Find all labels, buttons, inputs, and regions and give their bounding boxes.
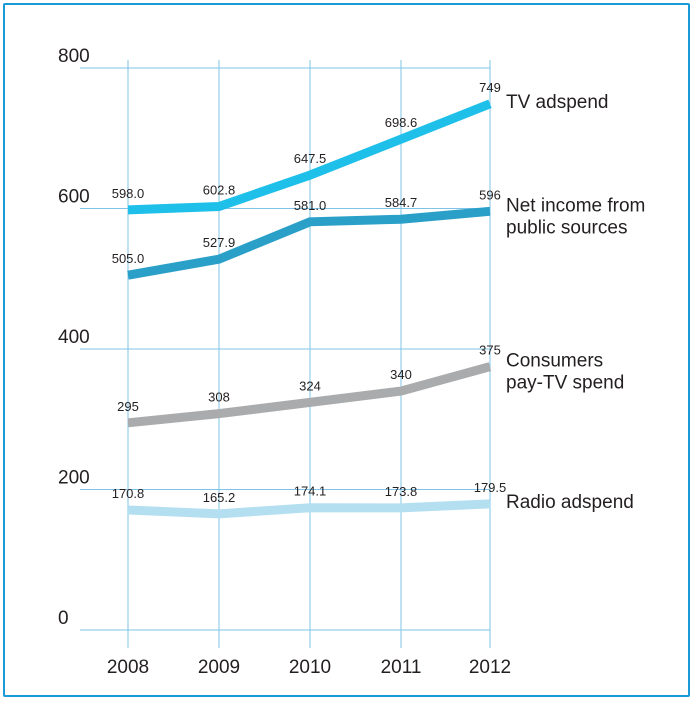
- series-name-label: Net income from: [506, 195, 645, 216]
- data-label: 505.0: [112, 251, 145, 266]
- chart-frame: [3, 3, 690, 697]
- data-label: 324: [299, 378, 321, 393]
- y-tick-label: 0: [58, 608, 69, 629]
- x-tick-label: 2010: [289, 657, 331, 678]
- y-tick-label: 600: [58, 187, 90, 208]
- data-label: 179.5: [474, 480, 507, 495]
- data-label: 581.0: [294, 198, 327, 213]
- data-label: 647.5: [294, 151, 327, 166]
- data-label: 340: [390, 367, 412, 382]
- series-line: [127, 99, 492, 215]
- data-label: 698.6: [385, 115, 418, 130]
- labels: 0 200 400 600 800 2008 2009 2010 2011 2012 598.0 60…: [58, 46, 645, 678]
- series-name-label: public sources: [506, 217, 627, 238]
- x-tick-label: 2008: [107, 657, 149, 678]
- x-tick-label: 2009: [198, 657, 240, 678]
- data-label: 602.8: [203, 183, 236, 198]
- data-label: 375: [479, 343, 501, 358]
- series-line: [127, 499, 491, 519]
- data-label: 165.2: [203, 490, 236, 505]
- grid: [80, 60, 491, 648]
- data-label: 598.0: [112, 186, 145, 201]
- data-label: 749: [479, 80, 501, 95]
- y-tick-label: 400: [58, 327, 90, 348]
- y-tick-label: 800: [58, 46, 90, 67]
- data-label: 527.9: [203, 235, 236, 250]
- data-label: 173.8: [385, 484, 418, 499]
- y-tick-label: 200: [58, 468, 90, 489]
- data-label: 174.1: [294, 484, 327, 499]
- series-line: [127, 206, 491, 280]
- data-label: 596: [479, 187, 501, 202]
- data-label: 584.7: [385, 195, 418, 210]
- data-label: 308: [208, 390, 230, 405]
- series-name-label: Radio adspend: [506, 492, 634, 513]
- x-tick-label: 2011: [381, 657, 422, 678]
- series-line: [127, 362, 492, 428]
- data-label: 295: [117, 399, 139, 414]
- x-tick-label: 2012: [469, 657, 511, 678]
- data-label: 170.8: [112, 486, 145, 501]
- series-name-label: pay-TV spend: [506, 373, 624, 394]
- series-lines: [127, 99, 492, 519]
- series-name-label: Consumers: [506, 351, 603, 372]
- series-name-label: TV adspend: [506, 92, 608, 113]
